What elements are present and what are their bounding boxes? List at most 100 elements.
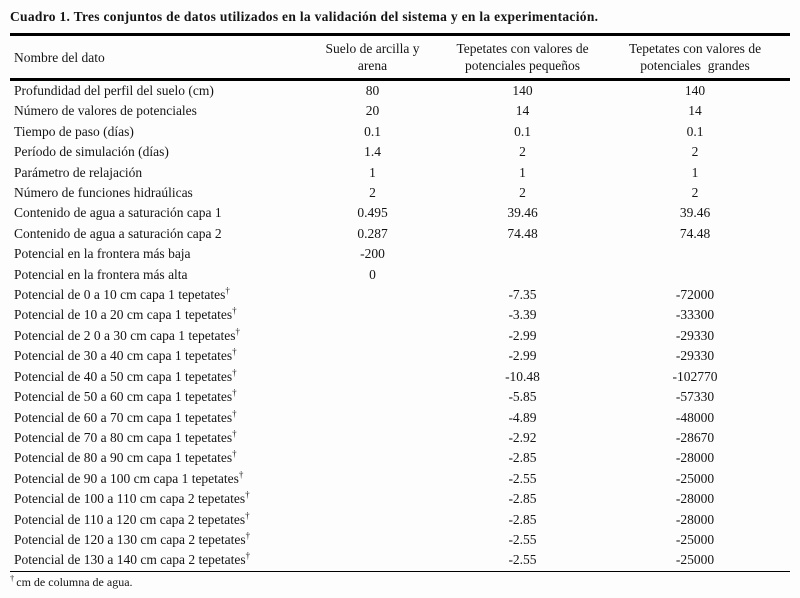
dagger-icon: †	[245, 550, 251, 561]
row-label: Potencial de 40 a 50 cm capa 1 tepetates…	[10, 367, 300, 387]
value-potenciales-pequenos: 14	[515, 103, 530, 119]
dagger-icon: †	[225, 285, 230, 296]
value-suelo-arcilla-arena: 1	[369, 164, 376, 180]
value-potenciales-grandes: -29330	[675, 348, 715, 364]
row-label: Potencial en la frontera más baja	[10, 244, 300, 264]
row-label-text: Contenido de agua a saturación capa 1	[14, 205, 222, 221]
row-label: Potencial de 100 a 110 cm capa 2 tepetat…	[10, 489, 300, 509]
value-potenciales-pequenos: -3.39	[508, 307, 537, 323]
value-potenciales-grandes: -25000	[600, 550, 790, 572]
value-potenciales-pequenos: -4.89	[508, 409, 537, 425]
dagger-icon: †	[232, 408, 237, 418]
dagger-icon: †	[232, 428, 237, 439]
header-line: Tepetates con valores de	[456, 41, 589, 56]
value-potenciales-grandes: -48000	[675, 409, 715, 425]
table-footnote: † cm de columna de agua.	[0, 572, 800, 589]
value-suelo-arcilla-arena	[300, 448, 445, 468]
header-line: Tepetates con valores de	[628, 41, 762, 56]
value-suelo-arcilla-arena	[300, 408, 445, 428]
value-potenciales-grandes	[600, 244, 790, 264]
value-potenciales-grandes: -28000	[675, 450, 715, 466]
value-potenciales-grandes: -25000	[675, 531, 715, 547]
value-suelo-arcilla-arena: 0.287	[357, 225, 388, 241]
column-header-nombre-del-dato: Nombre del dato	[10, 34, 300, 81]
table-row: Potencial de 40 a 50 cm capa 1 tepetates…	[10, 367, 790, 387]
row-label-text: Período de simulación (días)	[14, 144, 169, 160]
table-row: Potencial de 50 a 60 cm capa 1 tepetates…	[10, 387, 790, 407]
value-potenciales-pequenos: -2.85	[508, 511, 537, 527]
row-label: Potencial de 10 a 20 cm capa 1 tepetates…	[10, 305, 300, 325]
table-row: Número de valores de potenciales 20 14 1…	[10, 101, 790, 121]
value-potenciales-pequenos: -2.99	[508, 348, 537, 364]
row-label-text: Número de funciones hidraúlicas	[14, 185, 193, 201]
row-label-text: Potencial de 70 a 80 cm capa 1 tepetates	[14, 429, 233, 445]
value-suelo-arcilla-arena	[300, 428, 445, 448]
value-potenciales-pequenos: -2.85	[508, 450, 537, 466]
table-row: Potencial de 80 a 90 cm capa 1 tepetates…	[10, 448, 790, 468]
row-label-text: Potencial de 80 a 90 cm capa 1 tepetates	[14, 450, 233, 466]
value-potenciales-pequenos: -7.35	[508, 287, 537, 303]
value-potenciales-pequenos: -2.85	[508, 491, 537, 507]
value-potenciales-grandes: 39.46	[679, 205, 711, 221]
row-label: Potencial de 70 a 80 cm capa 1 tepetates…	[10, 428, 300, 448]
row-label-text: Potencial de 0 a 10 cm capa 1 tepetates	[14, 287, 226, 303]
header-line: Suelo de arcilla y	[325, 41, 420, 56]
value-potenciales-grandes: -28000	[675, 491, 715, 507]
dagger-icon: †	[232, 346, 237, 357]
value-potenciales-pequenos	[445, 244, 600, 264]
table-row: Potencial de 130 a 140 cm capa 2 tepetat…	[10, 550, 790, 572]
row-label: Potencial de 30 a 40 cm capa 1 tepetates…	[10, 346, 300, 366]
row-label-text: Potencial de 2 0 a 30 cm capa 1 tepetate…	[14, 327, 236, 343]
row-label: Número de valores de potenciales	[10, 101, 300, 121]
value-suelo-arcilla-arena	[300, 550, 445, 572]
table-row: Potencial de 60 a 70 cm capa 1 tepetates…	[10, 408, 790, 428]
row-label-text: Potencial de 100 a 110 cm capa 2 tepetat…	[14, 491, 246, 507]
table-row: Potencial de 10 a 20 cm capa 1 tepetates…	[10, 305, 790, 325]
row-label-text: Potencial de 10 a 20 cm capa 1 tepetates	[14, 307, 233, 323]
value-potenciales-pequenos	[445, 265, 600, 285]
value-suelo-arcilla-arena	[300, 346, 445, 366]
table-row: Número de funciones hidraúlicas 2 2 2	[10, 183, 790, 203]
value-potenciales-grandes: 2	[691, 144, 699, 160]
value-potenciales-grandes: -25000	[675, 470, 715, 486]
value-potenciales-grandes: 140	[684, 83, 706, 98]
column-header-tepetates-potenciales-grandes: Tepetates con valores de potenciales gra…	[600, 34, 790, 81]
table-row: Profundidad del perfil del suelo (cm) 80…	[10, 80, 790, 102]
value-potenciales-grandes: 14	[688, 103, 702, 119]
value-potenciales-pequenos: -2.55	[445, 550, 600, 572]
table-caption: Cuadro 1. Tres conjuntos de datos utiliz…	[10, 9, 599, 24]
value-potenciales-grandes: -28670	[675, 429, 715, 445]
row-label-text: Potencial de 120 a 130 cm capa 2 tepetat…	[14, 531, 246, 547]
row-label: Contenido de agua a saturación capa 1	[10, 203, 300, 223]
row-label-text: Número de valores de potenciales	[14, 103, 197, 119]
value-suelo-arcilla-arena	[300, 469, 445, 489]
value-suelo-arcilla-arena: 20	[365, 103, 380, 119]
value-potenciales-pequenos: -2.99	[508, 327, 537, 343]
table-row: Contenido de agua a saturación capa 2 0.…	[10, 224, 790, 244]
value-suelo-arcilla-arena: 0	[369, 266, 376, 282]
dagger-icon: †	[245, 489, 250, 500]
table-row: Potencial de 90 a 100 cm capa 1 tepetate…	[10, 469, 790, 489]
table-row: Potencial en la frontera más alta 0	[10, 265, 790, 285]
row-label: Contenido de agua a saturación capa 2	[10, 224, 300, 244]
table-row: Potencial de 120 a 130 cm capa 2 tepetat…	[10, 530, 790, 550]
value-potenciales-pequenos: 74.48	[507, 225, 538, 241]
row-label-text: Profundidad del perfil del suelo (cm)	[14, 83, 214, 98]
column-header-suelo-arcilla-arena: Suelo de arcilla y arena	[300, 34, 445, 81]
value-suelo-arcilla-arena: 80	[365, 83, 380, 98]
value-suelo-arcilla-arena	[300, 367, 445, 387]
row-label: Potencial de 130 a 140 cm capa 2 tepetat…	[10, 550, 300, 572]
row-label-text: Potencial de 40 a 50 cm capa 1 tepetates	[14, 368, 233, 384]
row-label-text: Potencial de 30 a 40 cm capa 1 tepetates	[14, 348, 233, 364]
dagger-icon: †	[232, 367, 237, 378]
value-suelo-arcilla-arena	[300, 530, 445, 550]
value-potenciales-pequenos: 2	[519, 144, 526, 160]
value-potenciales-grandes: -57330	[675, 389, 715, 405]
value-potenciales-grandes: -29330	[675, 327, 715, 343]
value-suelo-arcilla-arena: -200	[360, 246, 385, 262]
column-header-tepetates-potenciales-pequenos: Tepetates con valores de potenciales peq…	[445, 34, 600, 81]
header-line: potenciales pequeños	[464, 58, 581, 73]
row-label: Potencial en la frontera más alta	[10, 265, 300, 285]
row-label-text: Potencial de 50 a 60 cm capa 1 tepetates	[14, 389, 233, 405]
